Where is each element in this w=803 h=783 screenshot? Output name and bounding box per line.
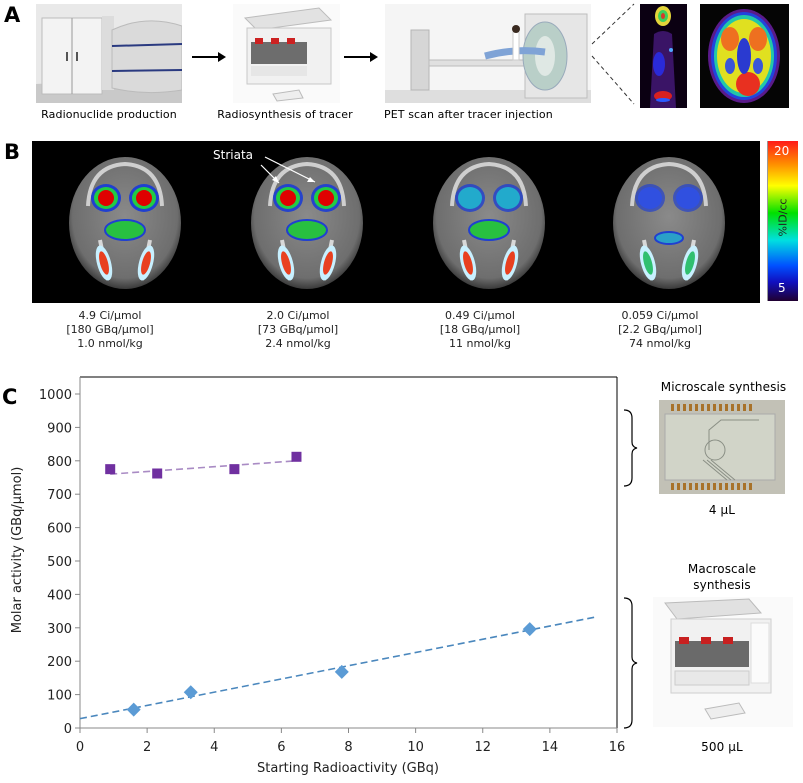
whole-body-pet-image <box>640 4 687 108</box>
brain-pet-image <box>700 4 789 108</box>
brace-microscale <box>623 409 638 487</box>
data-point-microscale <box>152 468 163 479</box>
data-point-macroscale <box>126 702 141 717</box>
striata-label: Striata <box>213 148 254 162</box>
striata-arrows <box>260 156 316 184</box>
x-tick-label: 16 <box>609 740 626 755</box>
molar-gbq: [18 GBq/μmol] <box>439 323 521 336</box>
scan-label-1: 4.9 Ci/μmol [180 GBq/μmol] 1.0 nmol/kg <box>60 309 160 351</box>
dose: 11 nmol/kg <box>448 337 512 350</box>
brain-scan-3 <box>433 157 545 289</box>
molar-gbq: [2.2 GBq/μmol] <box>618 323 702 336</box>
colorbar-max-label: 20 <box>774 144 790 158</box>
macroscale-synthesizer-photo <box>653 597 793 727</box>
molar-gbq: [73 GBq/μmol] <box>257 323 339 336</box>
y-tick-label: 200 <box>47 655 72 670</box>
data-point-microscale <box>229 464 240 475</box>
brain-scan-4 <box>613 157 725 289</box>
pet-scanner-photo <box>385 4 591 103</box>
panel-a-letter: A <box>4 3 21 27</box>
dose: 74 nmol/kg <box>628 337 692 350</box>
x-tick-label: 8 <box>344 740 352 755</box>
data-point-macroscale <box>183 685 198 700</box>
y-tick-label: 600 <box>47 522 72 537</box>
x-tick-label: 0 <box>76 740 84 755</box>
molar-ci: 4.9 Ci/μmol <box>78 309 142 322</box>
molar-ci: 0.49 Ci/μmol <box>445 309 515 322</box>
molar-activity-chart: 0 100 200 300 400 500 600 700 800 900 1000 0 2 4 6 8 10 1… <box>10 376 626 776</box>
molar-ci: 0.059 Ci/μmol <box>621 309 699 322</box>
molar-ci: 2.0 Ci/μmol <box>266 309 330 322</box>
cyclotron-photo <box>36 4 182 103</box>
data-point-microscale <box>105 464 116 475</box>
x-axis-label: Starting Radioactivity (GBq) <box>257 761 439 776</box>
caption-pet-scan: PET scan after tracer injection <box>384 108 553 121</box>
y-tick-label: 700 <box>47 488 72 503</box>
x-tick-label: 10 <box>407 740 424 755</box>
x-tick-label: 14 <box>542 740 559 755</box>
brain-scan-1 <box>69 157 181 289</box>
y-tick-label: 800 <box>47 455 72 470</box>
x-tick-label: 4 <box>210 740 218 755</box>
x-tick-label: 2 <box>143 740 151 755</box>
y-axis-label: Molar activity (GBq/μmol) <box>10 467 25 634</box>
y-tick-label: 900 <box>47 421 72 436</box>
scan-label-2: 2.0 Ci/μmol [73 GBq/μmol] 2.4 nmol/kg <box>248 309 348 351</box>
macroscale-label-line2: synthesis <box>693 578 751 592</box>
scan-label-4: 0.059 Ci/μmol [2.2 GBq/μmol] 74 nmol/kg <box>610 309 710 351</box>
colorbar: 20 %ID/cc 5 <box>767 141 798 301</box>
colorbar-unit-label: %ID/cc <box>776 198 790 237</box>
brace-macroscale <box>623 597 638 729</box>
y-tick-label: 1000 <box>39 388 72 403</box>
arrow-right-icon <box>344 52 378 62</box>
trendline-microscale <box>110 460 297 475</box>
panel-c-letter: C <box>2 385 18 409</box>
brain-scan-2 <box>251 157 363 289</box>
arrow-right-icon <box>192 52 226 62</box>
synthesizer-photo <box>233 4 340 103</box>
caption-radionuclide-production: Radionuclide production <box>41 108 177 121</box>
macroscale-label-line1: Macroscale <box>687 562 757 576</box>
caption-radiosynthesis: Radiosynthesis of tracer <box>217 108 353 121</box>
molar-gbq: [180 GBq/μmol] <box>66 323 154 336</box>
x-tick-label: 6 <box>277 740 285 755</box>
data-point-macroscale <box>334 664 349 679</box>
data-point-microscale <box>291 451 302 462</box>
y-tick-label: 300 <box>47 622 72 637</box>
zoom-lines <box>591 3 635 105</box>
microfluidic-chip-photo <box>659 400 785 494</box>
dose: 2.4 nmol/kg <box>265 337 331 350</box>
dose: 1.0 nmol/kg <box>77 337 143 350</box>
data-point-macroscale <box>522 622 537 637</box>
macroscale-volume: 500 μL <box>701 740 743 754</box>
y-tick-label: 400 <box>47 588 72 603</box>
microscale-volume: 4 μL <box>708 503 736 517</box>
x-tick-label: 12 <box>474 740 491 755</box>
colorbar-min-label: 5 <box>778 281 786 295</box>
y-tick-label: 0 <box>64 722 72 737</box>
y-tick-label: 500 <box>47 555 72 570</box>
y-tick-label: 100 <box>47 689 72 704</box>
trendline-macroscale <box>79 615 598 720</box>
microscale-label: Microscale synthesis <box>660 380 787 394</box>
panel-b-letter: B <box>4 140 21 164</box>
scan-label-3: 0.49 Ci/μmol [18 GBq/μmol] 11 nmol/kg <box>430 309 530 351</box>
